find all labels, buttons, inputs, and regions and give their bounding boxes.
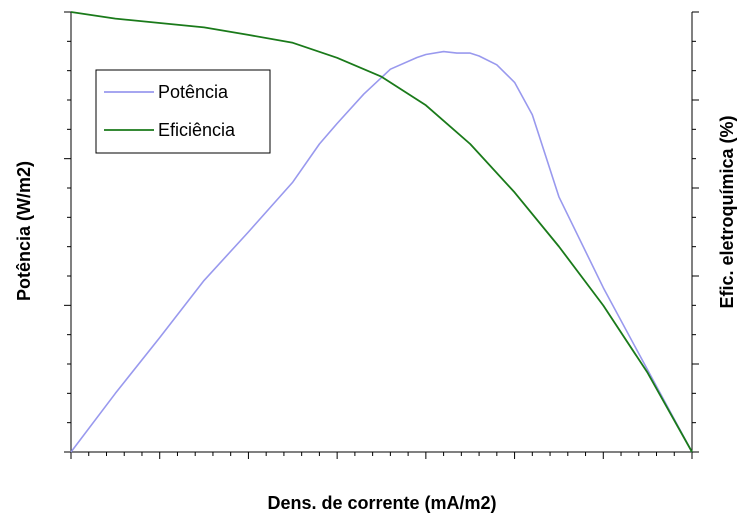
x-axis-title: Dens. de corrente (mA/m2) xyxy=(267,493,496,513)
legend-label-eficiencia: Eficiência xyxy=(158,120,236,140)
plot-area xyxy=(64,11,699,459)
series-line-potencia xyxy=(70,50,693,453)
y-axis-title-left: Potência (W/m2) xyxy=(14,161,34,301)
legend-label-potencia: Potência xyxy=(158,82,229,102)
legend-box xyxy=(95,69,271,154)
series-line-eficiencia xyxy=(70,11,693,453)
y-axis-title-right: Efic. eletroquímica (%) xyxy=(717,115,737,308)
legend: Potência Eficiência xyxy=(95,69,271,154)
